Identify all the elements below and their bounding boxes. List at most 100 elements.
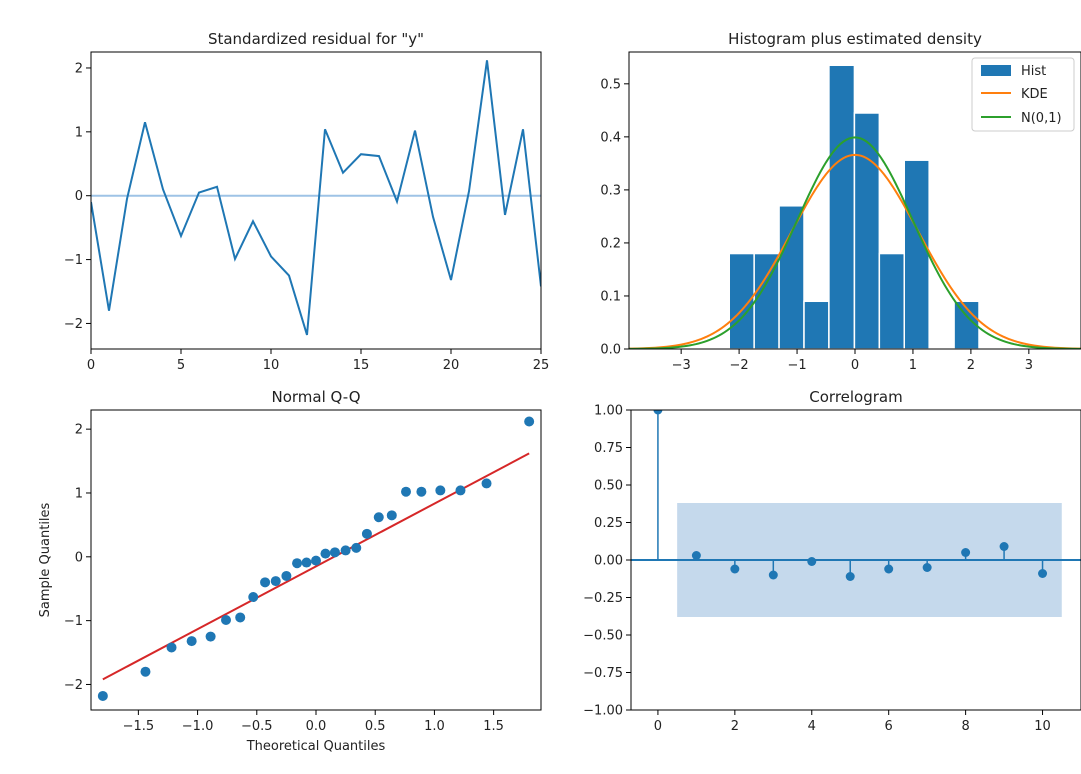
qq-point xyxy=(416,486,427,497)
qq-point xyxy=(205,631,216,642)
legend-frame xyxy=(971,57,1075,132)
qq-point xyxy=(481,478,492,489)
acf-marker xyxy=(845,572,855,581)
x-tick-label: 5 xyxy=(177,358,185,373)
y-tick-label: 0.3 xyxy=(600,183,621,198)
acf-marker xyxy=(768,570,778,580)
x-tick-label: 0 xyxy=(654,719,662,734)
panel-2: Normal Q-Q −1.5 −1.0 −0.5 0.0 0.5 1.0 1.5 −2 −1 0 1… xyxy=(38,388,542,754)
x-tick-label: 8 xyxy=(961,719,969,734)
x-tick-label: −3 xyxy=(672,358,691,373)
y-tick-label: 0.75 xyxy=(594,441,623,456)
y-tick-label: 0.00 xyxy=(594,554,623,569)
qq-point xyxy=(340,545,351,556)
qq-point xyxy=(386,510,397,521)
y-tick-label: −0.25 xyxy=(583,591,623,606)
x-tick-label: 1.5 xyxy=(483,719,504,734)
qq-point xyxy=(260,577,271,588)
chart-title: Normal Q-Q xyxy=(271,388,360,406)
histogram-bar xyxy=(903,159,930,349)
acf-marker xyxy=(691,551,701,560)
plot-area xyxy=(97,416,535,701)
y-tick-label: −0.75 xyxy=(583,666,623,681)
y-tick-label: −0.50 xyxy=(583,629,623,644)
histogram-bar xyxy=(853,112,881,349)
kde-curve xyxy=(629,153,1081,349)
y-tick-label: 0.1 xyxy=(600,289,621,304)
panel-0: Standardized residual for "y" 0 5 10 15 20 25 −… xyxy=(64,30,549,373)
y-tick-label: 0 xyxy=(75,189,83,204)
y-tick-label: 0.0 xyxy=(600,343,621,358)
qq-point xyxy=(235,612,246,623)
x-tick-label: 3 xyxy=(1025,358,1033,373)
x-tick-label: −1.5 xyxy=(123,719,155,734)
acf-marker xyxy=(922,563,932,572)
plot-area xyxy=(631,410,1081,617)
y-tick-label: 0.5 xyxy=(600,77,621,92)
qq-point xyxy=(373,512,384,523)
y-tick-label: −2 xyxy=(64,317,83,332)
panel-3: Correlogram 0 2 4 6 8 10 −1.00 −0.75 −0.50 −0.25 0.… xyxy=(583,388,1081,734)
qq-point xyxy=(186,636,197,647)
qq-point xyxy=(361,528,372,539)
acf-marker xyxy=(1038,569,1048,578)
x-axis-label: Theoretical Quantiles xyxy=(246,739,386,754)
qq-point xyxy=(311,555,321,566)
y-tick-label: 2 xyxy=(75,423,83,438)
x-tick-label: 20 xyxy=(443,358,460,373)
legend-swatch-hist xyxy=(981,65,1011,76)
acf-marker xyxy=(730,564,740,574)
x-tick-label: 0.0 xyxy=(306,719,327,734)
x-tick-label: 0.5 xyxy=(365,719,386,734)
y-tick-label: −1 xyxy=(64,614,83,629)
x-tick-label: −2 xyxy=(730,358,749,373)
acf-marker xyxy=(961,548,971,557)
legend-label-kde: KDE xyxy=(1021,87,1048,102)
x-tick-label: 2 xyxy=(967,358,975,373)
qq-point xyxy=(97,690,108,701)
x-tick-label: 4 xyxy=(808,719,816,734)
y-tick-label: −1.00 xyxy=(583,704,623,719)
y-tick-label: 0.25 xyxy=(594,516,623,531)
residual-line xyxy=(91,60,541,336)
y-tick-label: −1 xyxy=(64,253,83,268)
qq-point xyxy=(320,548,331,559)
histogram-bar xyxy=(878,252,906,349)
qq-point xyxy=(281,570,292,581)
histogram-bar xyxy=(778,205,805,349)
qq-point xyxy=(524,416,535,427)
x-tick-label: 15 xyxy=(353,358,370,373)
y-tick-label: 1 xyxy=(75,125,83,140)
chart-title: Histogram plus estimated density xyxy=(728,30,982,48)
legend: Hist KDE N(0,1) xyxy=(971,57,1075,132)
x-tick-label: 1 xyxy=(909,358,917,373)
x-tick-label: −1 xyxy=(787,358,806,373)
acf-marker xyxy=(884,564,894,574)
x-tick-label: 10 xyxy=(1034,719,1051,734)
x-tick-label: −1.0 xyxy=(182,719,214,734)
panel-1: Histogram plus estimated density −3 −2 −1 0 1… xyxy=(600,30,1081,373)
histogram-bar xyxy=(828,64,856,349)
x-tick-label: 0 xyxy=(851,358,859,373)
x-tick-label: 6 xyxy=(885,719,893,734)
y-tick-label: 0.4 xyxy=(600,130,621,145)
y-tick-label: −2 xyxy=(64,678,83,693)
y-axis-label: Sample Quantiles xyxy=(38,502,53,617)
x-tick-label: 10 xyxy=(263,358,280,373)
x-tick-label: 1.0 xyxy=(424,719,445,734)
chart-title: Standardized residual for "y" xyxy=(208,30,424,48)
y-tick-label: 2 xyxy=(75,61,83,76)
acf-marker xyxy=(807,557,817,566)
chart-title: Correlogram xyxy=(809,388,902,406)
legend-label-normal: N(0,1) xyxy=(1021,111,1062,126)
qq-point xyxy=(292,558,303,569)
plot-area xyxy=(629,64,1081,349)
plot-area xyxy=(91,60,541,336)
qq-point xyxy=(351,542,362,553)
y-tick-label: 0 xyxy=(75,550,83,565)
normal-curve xyxy=(629,136,1081,349)
x-tick-label: 25 xyxy=(533,358,550,373)
qq-point xyxy=(248,592,259,603)
axes-frame xyxy=(90,51,542,350)
qq-point xyxy=(140,666,151,677)
